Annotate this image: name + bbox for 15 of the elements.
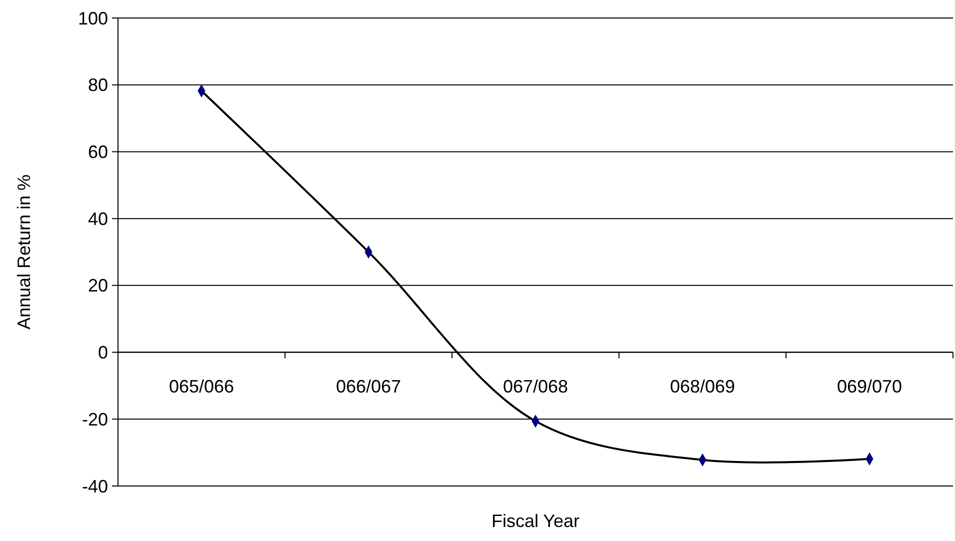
x-tick-label: 069/070	[836, 376, 902, 396]
y-axis-title: Annual Return in %	[14, 174, 34, 330]
y-tick-label: -40	[82, 476, 108, 496]
y-tick-label: 100	[78, 8, 108, 28]
y-tick-label: 0	[98, 342, 108, 363]
x-tick-label: 068/069	[670, 376, 736, 396]
x-axis-title: Fiscal Year	[491, 511, 580, 531]
y-tick-label: 40	[88, 208, 108, 229]
x-tick-label: 065/066	[168, 376, 234, 396]
x-tick-label: 067/068	[502, 376, 568, 396]
y-tick-label: -20	[82, 409, 108, 430]
y-tick-label: 20	[88, 276, 108, 296]
x-tick-label: 066/067	[336, 376, 402, 396]
y-tick-label: 80	[88, 75, 108, 96]
y-tick-label: 60	[88, 142, 108, 162]
